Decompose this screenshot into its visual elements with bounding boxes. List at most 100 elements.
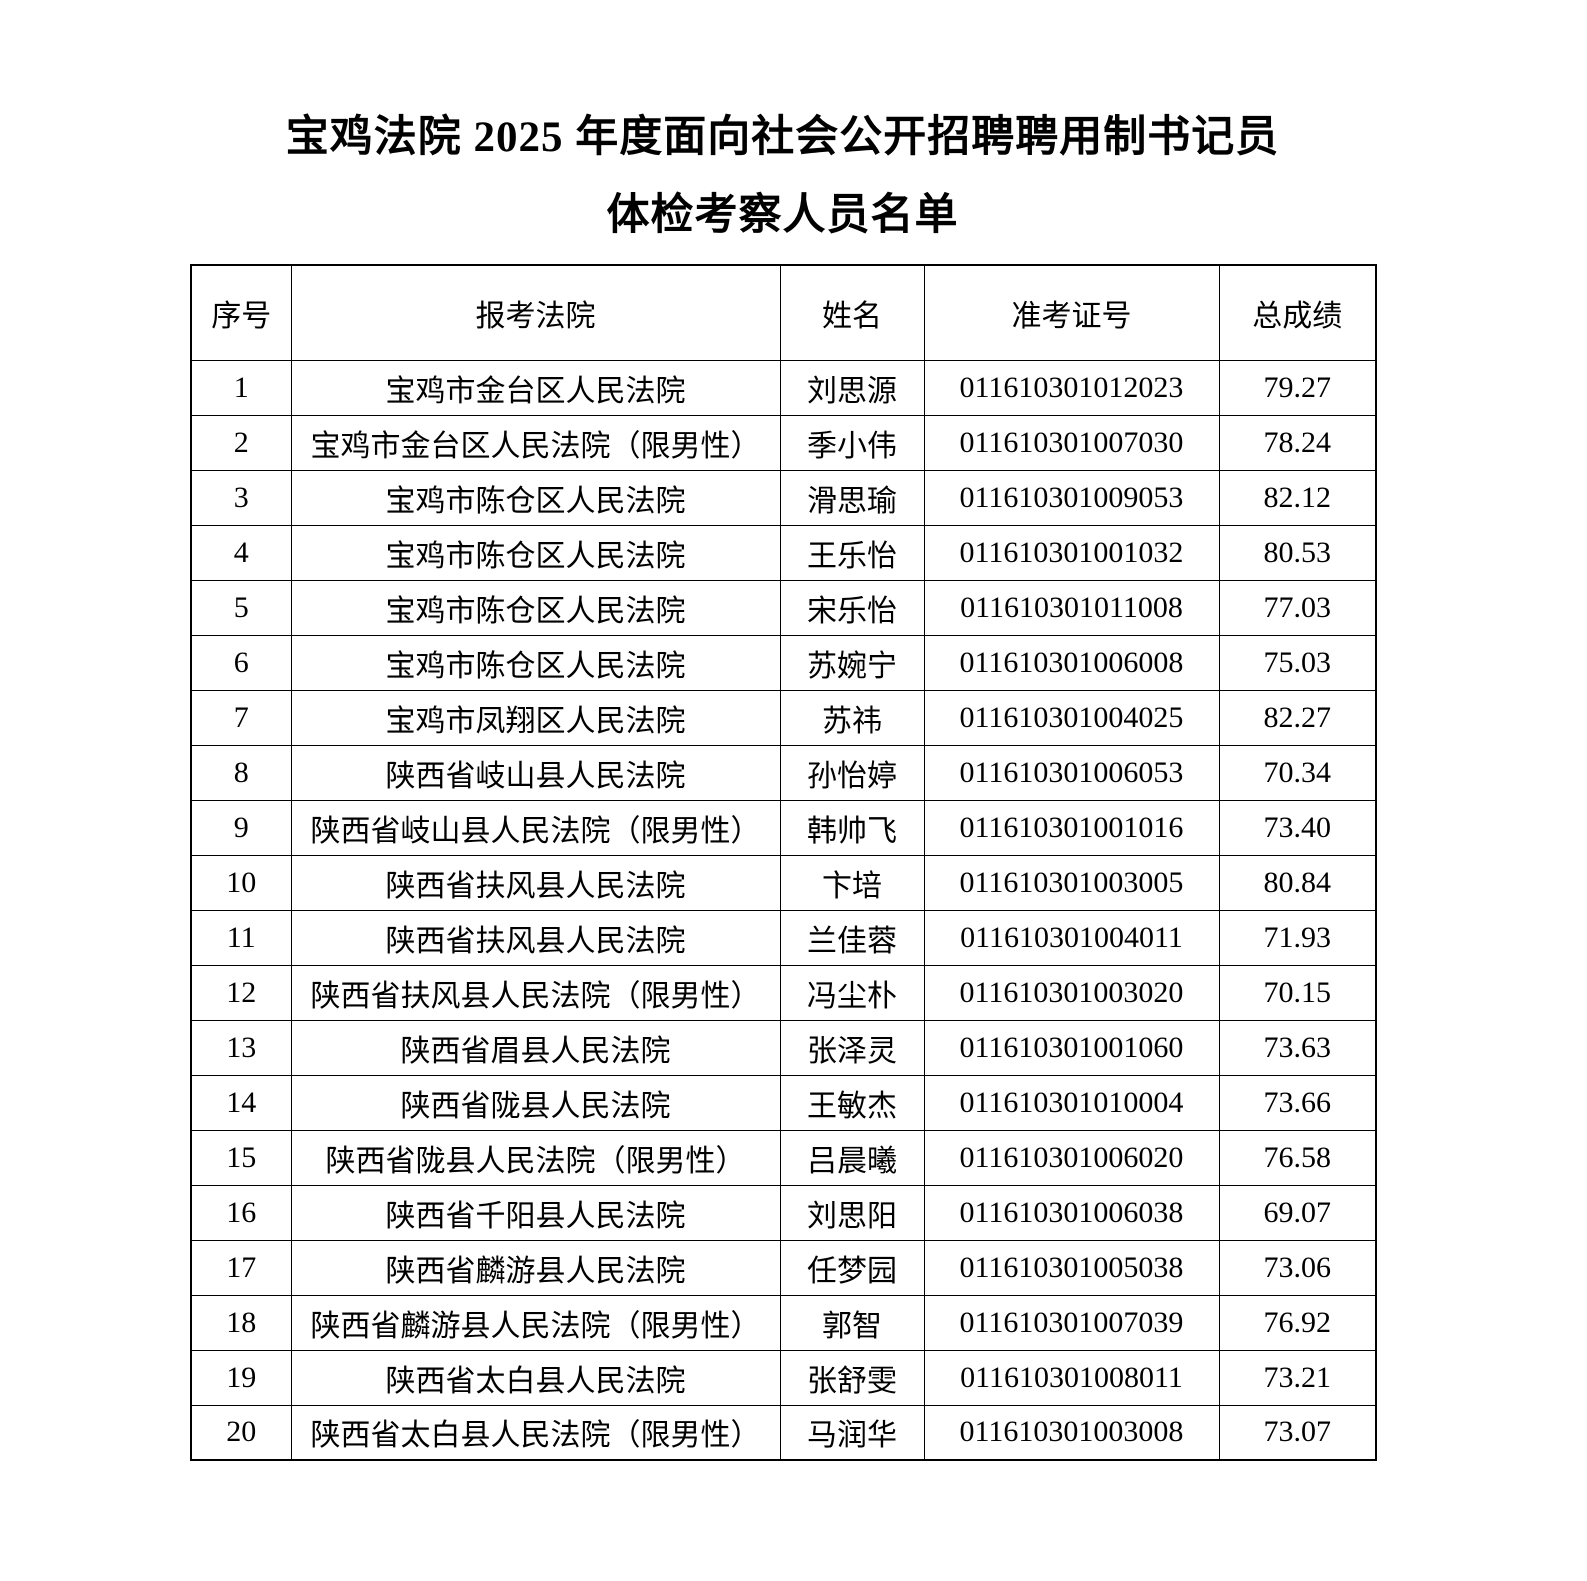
cell-court: 宝鸡市金台区人民法院（限男性） <box>290 414 781 471</box>
cell-score: 75.03 <box>1218 634 1377 691</box>
cell-ticket: 011610301003008 <box>923 1404 1220 1461</box>
cell-no: 14 <box>190 1074 292 1131</box>
table-row: 13 陕西省眉县人民法院 张泽灵 011610301001060 73.63 <box>190 1019 1377 1076</box>
cell-name: 任梦园 <box>779 1239 925 1296</box>
cell-score: 73.66 <box>1218 1074 1377 1131</box>
table-row: 7 宝鸡市凤翔区人民法院 苏祎 011610301004025 82.27 <box>190 689 1377 746</box>
table-body: 1 宝鸡市金台区人民法院 刘思源 011610301012023 79.27 2 宝鸡市金台… <box>190 359 1377 1461</box>
cell-no: 13 <box>190 1019 292 1076</box>
cell-score: 73.40 <box>1218 799 1377 856</box>
cell-court: 陕西省太白县人民法院 <box>290 1349 781 1406</box>
candidates-table: 序号 报考法院 姓名 准考证号 总成绩 1 宝鸡市金台区人民法院 刘思源 011610… <box>190 264 1377 1461</box>
cell-court: 宝鸡市陈仓区人民法院 <box>290 579 781 636</box>
cell-ticket: 011610301009053 <box>923 469 1220 526</box>
cell-name: 季小伟 <box>779 414 925 471</box>
cell-no: 20 <box>190 1404 292 1461</box>
cell-name: 张泽灵 <box>779 1019 925 1076</box>
cell-name: 郭智 <box>779 1294 925 1351</box>
table-row: 4 宝鸡市陈仓区人民法院 王乐怡 011610301001032 80.53 <box>190 524 1377 581</box>
cell-no: 10 <box>190 854 292 911</box>
table-row: 17 陕西省麟游县人民法院 任梦园 011610301005038 73.06 <box>190 1239 1377 1296</box>
table-row: 11 陕西省扶风县人民法院 兰佳蓉 011610301004011 71.93 <box>190 909 1377 966</box>
cell-no: 3 <box>190 469 292 526</box>
cell-name: 冯尘朴 <box>779 964 925 1021</box>
cell-no: 5 <box>190 579 292 636</box>
cell-score: 69.07 <box>1218 1184 1377 1241</box>
cell-score: 70.15 <box>1218 964 1377 1021</box>
cell-name: 马润华 <box>779 1404 925 1461</box>
cell-name: 吕晨曦 <box>779 1129 925 1186</box>
table-row: 1 宝鸡市金台区人民法院 刘思源 011610301012023 79.27 <box>190 359 1377 416</box>
cell-name: 兰佳蓉 <box>779 909 925 966</box>
table-row: 10 陕西省扶风县人民法院 卞培 011610301003005 80.84 <box>190 854 1377 911</box>
cell-ticket: 011610301005038 <box>923 1239 1220 1296</box>
table-row: 16 陕西省千阳县人民法院 刘思阳 011610301006038 69.07 <box>190 1184 1377 1241</box>
table-row: 2 宝鸡市金台区人民法院（限男性） 季小伟 011610301007030 78.24 <box>190 414 1377 471</box>
cell-court: 陕西省眉县人民法院 <box>290 1019 781 1076</box>
cell-court: 陕西省扶风县人民法院 <box>290 909 781 966</box>
cell-no: 9 <box>190 799 292 856</box>
cell-ticket: 011610301003020 <box>923 964 1220 1021</box>
title-line-2: 体检考察人员名单 <box>606 192 959 239</box>
table-row: 15 陕西省陇县人民法院（限男性） 吕晨曦 011610301006020 76.58 <box>190 1129 1377 1186</box>
cell-score: 76.58 <box>1218 1129 1377 1186</box>
cell-score: 73.07 <box>1218 1404 1377 1461</box>
cell-ticket: 011610301001060 <box>923 1019 1220 1076</box>
header-total-score: 总成绩 <box>1218 264 1377 361</box>
cell-score: 70.34 <box>1218 744 1377 801</box>
cell-court: 陕西省岐山县人民法院（限男性） <box>290 799 781 856</box>
cell-ticket: 011610301006020 <box>923 1129 1220 1186</box>
table-header-row: 序号 报考法院 姓名 准考证号 总成绩 <box>190 264 1377 361</box>
cell-score: 73.21 <box>1218 1349 1377 1406</box>
cell-ticket: 011610301011008 <box>923 579 1220 636</box>
cell-score: 78.24 <box>1218 414 1377 471</box>
cell-ticket: 011610301006053 <box>923 744 1220 801</box>
document-page: 宝鸡法院 2025 年度面向社会公开招聘聘用制书记员 体检考察人员名单 序号 报… <box>190 0 1377 1461</box>
table-row: 19 陕西省太白县人民法院 张舒雯 011610301008011 73.21 <box>190 1349 1377 1406</box>
cell-no: 17 <box>190 1239 292 1296</box>
header-admission-ticket-number: 准考证号 <box>923 264 1220 361</box>
cell-name: 苏婉宁 <box>779 634 925 691</box>
cell-ticket: 011610301003005 <box>923 854 1220 911</box>
cell-court: 陕西省扶风县人民法院（限男性） <box>290 964 781 1021</box>
table-row: 5 宝鸡市陈仓区人民法院 宋乐怡 011610301011008 77.03 <box>190 579 1377 636</box>
table-row: 6 宝鸡市陈仓区人民法院 苏婉宁 011610301006008 75.03 <box>190 634 1377 691</box>
cell-score: 80.53 <box>1218 524 1377 581</box>
cell-ticket: 011610301004025 <box>923 689 1220 746</box>
cell-name: 刘思源 <box>779 359 925 416</box>
cell-name: 宋乐怡 <box>779 579 925 636</box>
table-row: 14 陕西省陇县人民法院 王敏杰 011610301010004 73.66 <box>190 1074 1377 1131</box>
cell-ticket: 011610301006038 <box>923 1184 1220 1241</box>
header-serial-number: 序号 <box>190 264 292 361</box>
cell-name: 张舒雯 <box>779 1349 925 1406</box>
cell-score: 76.92 <box>1218 1294 1377 1351</box>
cell-no: 11 <box>190 909 292 966</box>
cell-ticket: 011610301007039 <box>923 1294 1220 1351</box>
cell-score: 73.63 <box>1218 1019 1377 1076</box>
cell-court: 宝鸡市陈仓区人民法院 <box>290 634 781 691</box>
table-row: 8 陕西省岐山县人民法院 孙怡婷 011610301006053 70.34 <box>190 744 1377 801</box>
cell-ticket: 011610301010004 <box>923 1074 1220 1131</box>
cell-no: 19 <box>190 1349 292 1406</box>
cell-name: 王乐怡 <box>779 524 925 581</box>
cell-court: 陕西省陇县人民法院 <box>290 1074 781 1131</box>
cell-no: 2 <box>190 414 292 471</box>
header-court-applied: 报考法院 <box>290 264 781 361</box>
cell-court: 陕西省千阳县人民法院 <box>290 1184 781 1241</box>
table-row: 9 陕西省岐山县人民法院（限男性） 韩帅飞 011610301001016 73.40 <box>190 799 1377 856</box>
cell-no: 18 <box>190 1294 292 1351</box>
cell-court: 陕西省陇县人民法院（限男性） <box>290 1129 781 1186</box>
cell-no: 16 <box>190 1184 292 1241</box>
cell-no: 4 <box>190 524 292 581</box>
cell-ticket: 011610301012023 <box>923 359 1220 416</box>
cell-ticket: 011610301001016 <box>923 799 1220 856</box>
cell-no: 8 <box>190 744 292 801</box>
cell-court: 宝鸡市凤翔区人民法院 <box>290 689 781 746</box>
cell-court: 宝鸡市陈仓区人民法院 <box>290 524 781 581</box>
cell-score: 73.06 <box>1218 1239 1377 1296</box>
cell-ticket: 011610301008011 <box>923 1349 1220 1406</box>
cell-court: 宝鸡市陈仓区人民法院 <box>290 469 781 526</box>
table-row: 18 陕西省麟游县人民法院（限男性） 郭智 011610301007039 76.92 <box>190 1294 1377 1351</box>
cell-score: 82.12 <box>1218 469 1377 526</box>
header-name: 姓名 <box>779 264 925 361</box>
